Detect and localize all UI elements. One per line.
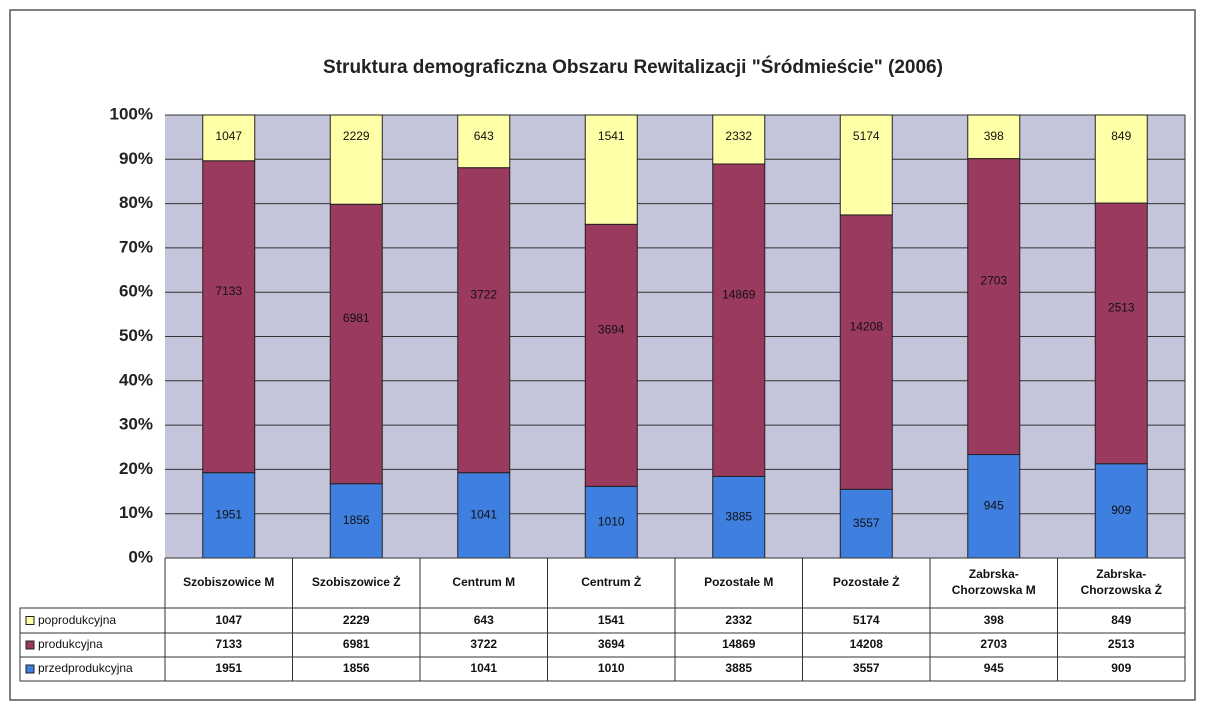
data-label: 2513 bbox=[1108, 301, 1135, 315]
data-label: 2229 bbox=[343, 129, 370, 143]
category-label: Centrum Ż bbox=[581, 575, 642, 590]
data-label: 3557 bbox=[853, 516, 880, 530]
data-label: 2703 bbox=[980, 274, 1007, 288]
category-label: Szobiszowice Ż bbox=[311, 575, 401, 590]
category-label: Pozostałe Ż bbox=[832, 575, 900, 590]
table-value: 1041 bbox=[470, 661, 498, 676]
bar-segment bbox=[967, 114, 1021, 160]
table-value: 1951 bbox=[215, 661, 243, 676]
table-value: 2229 bbox=[342, 612, 370, 627]
category-label: Zabrska-Chorzowska Ż bbox=[1080, 567, 1162, 597]
data-label: 5174 bbox=[853, 129, 880, 143]
data-label: 643 bbox=[474, 129, 494, 143]
bar-segment bbox=[712, 114, 766, 165]
y-tick-label: 20% bbox=[119, 459, 153, 478]
data-label: 2332 bbox=[725, 129, 752, 143]
bar-segment bbox=[584, 223, 638, 487]
table-value: 2513 bbox=[1107, 637, 1135, 652]
table-value: 849 bbox=[1111, 612, 1132, 627]
bar-segment bbox=[329, 203, 383, 485]
data-label: 1541 bbox=[598, 129, 625, 143]
bar-segment bbox=[584, 485, 638, 559]
data-label: 1951 bbox=[215, 508, 242, 522]
y-tick-label: 40% bbox=[119, 370, 153, 389]
data-label: 1010 bbox=[598, 514, 625, 528]
y-tick-label: 0% bbox=[128, 547, 153, 566]
bar-segment bbox=[712, 163, 766, 477]
legend-label: przedprodukcyjna bbox=[38, 661, 133, 676]
table-value: 3557 bbox=[852, 661, 880, 676]
data-label: 3694 bbox=[598, 323, 625, 337]
bar-segment bbox=[712, 475, 766, 559]
table-value: 1010 bbox=[597, 661, 625, 676]
data-label: 1041 bbox=[470, 508, 497, 522]
data-label: 909 bbox=[1111, 503, 1131, 517]
table-value: 1047 bbox=[215, 612, 243, 627]
table-value: 643 bbox=[473, 612, 494, 627]
bar-segment bbox=[457, 114, 511, 169]
chart-title: Struktura demograficzna Obszaru Rewitali… bbox=[323, 56, 943, 78]
y-tick-label: 30% bbox=[119, 415, 153, 434]
table-value: 945 bbox=[983, 661, 1004, 676]
table-value: 909 bbox=[1111, 661, 1132, 676]
table-value: 398 bbox=[983, 612, 1004, 627]
data-label: 1856 bbox=[343, 513, 370, 527]
table-value: 7133 bbox=[215, 637, 243, 652]
data-label: 3722 bbox=[470, 287, 497, 301]
category-label: Zabrska-Chorzowska M bbox=[951, 567, 1036, 597]
table-value: 2703 bbox=[980, 637, 1008, 652]
data-label: 3885 bbox=[725, 509, 752, 523]
data-label: 14208 bbox=[850, 319, 884, 333]
legend-swatch bbox=[25, 640, 35, 650]
y-tick-label: 50% bbox=[119, 326, 153, 345]
bar-segment bbox=[584, 114, 638, 225]
bar-segment bbox=[457, 472, 511, 559]
table-value: 3885 bbox=[725, 661, 753, 676]
y-tick-label: 100% bbox=[110, 104, 153, 123]
bar-segment bbox=[967, 454, 1021, 559]
y-tick-label: 70% bbox=[119, 237, 153, 256]
table-value: 1541 bbox=[597, 612, 625, 627]
category-label: Szobiszowice M bbox=[183, 575, 275, 590]
data-label: 14869 bbox=[722, 287, 756, 301]
bar-segment bbox=[202, 160, 256, 474]
data-label: 945 bbox=[984, 498, 1004, 512]
category-label: Centrum M bbox=[452, 575, 516, 590]
bar-segment bbox=[1094, 114, 1148, 204]
bar-segment bbox=[1094, 202, 1148, 465]
legend-label: produkcyjna bbox=[38, 637, 103, 652]
table-value: 1856 bbox=[342, 661, 370, 676]
table-value: 3694 bbox=[597, 637, 625, 652]
table-value: 3722 bbox=[470, 637, 498, 652]
y-tick-label: 80% bbox=[119, 193, 153, 212]
y-tick-label: 10% bbox=[119, 503, 153, 522]
bar-segment bbox=[839, 214, 893, 490]
data-label: 849 bbox=[1111, 129, 1131, 143]
table-value: 14869 bbox=[722, 637, 756, 652]
bar-segment bbox=[202, 472, 256, 559]
bar-segment bbox=[839, 114, 893, 216]
data-label: 7133 bbox=[215, 284, 242, 298]
data-label: 398 bbox=[984, 129, 1004, 143]
legend-label: poprodukcyjna bbox=[38, 612, 117, 627]
legend-swatch bbox=[25, 616, 35, 625]
table-value: 5174 bbox=[852, 612, 880, 627]
table-value: 6981 bbox=[342, 637, 370, 652]
bar-segment bbox=[329, 114, 383, 205]
table-value: 2332 bbox=[725, 612, 753, 627]
bar-segment bbox=[202, 114, 256, 162]
y-tick-label: 60% bbox=[119, 282, 153, 301]
table-value: 14208 bbox=[849, 637, 883, 652]
data-label: 6981 bbox=[343, 311, 370, 325]
legend-swatch bbox=[25, 664, 35, 674]
bar-segment bbox=[967, 158, 1021, 456]
data-label: 1047 bbox=[215, 129, 242, 143]
y-tick-label: 90% bbox=[119, 149, 153, 168]
bar-segment bbox=[457, 167, 511, 474]
category-label: Pozostałe M bbox=[704, 575, 774, 590]
